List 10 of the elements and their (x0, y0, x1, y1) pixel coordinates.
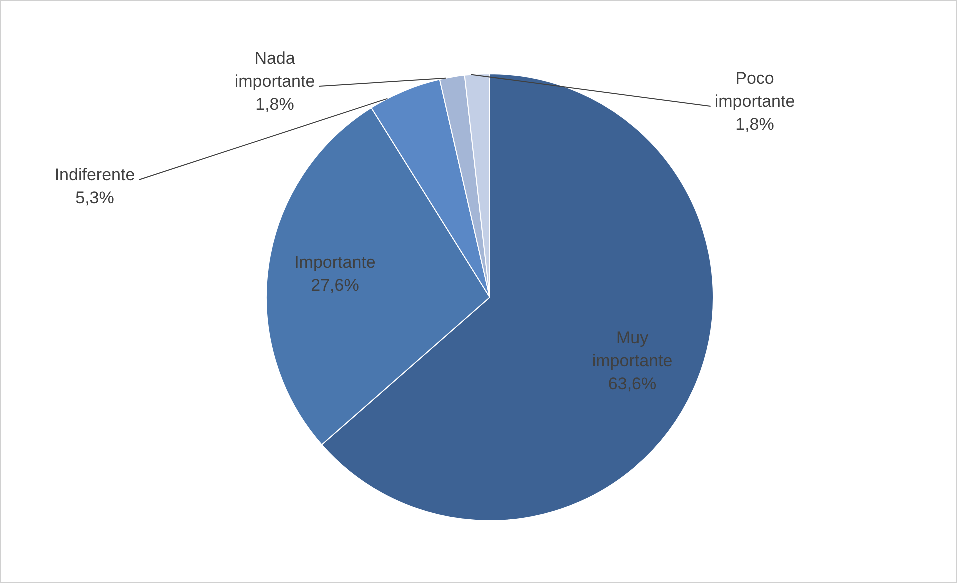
slice-label: Muy importante (592, 328, 673, 371)
slice-label: Importante (294, 252, 376, 272)
data-label: 5,3% (76, 188, 114, 208)
data-label: 1,8% (736, 115, 774, 134)
slice-label: Poco importante (714, 69, 796, 112)
data-label: 63,6% (608, 374, 657, 394)
slice-label: Nada importante (234, 49, 316, 92)
data-label: 1,8% (256, 95, 294, 114)
data-label: 27,6% (311, 276, 360, 295)
slice-label: Indiferente (54, 166, 136, 185)
